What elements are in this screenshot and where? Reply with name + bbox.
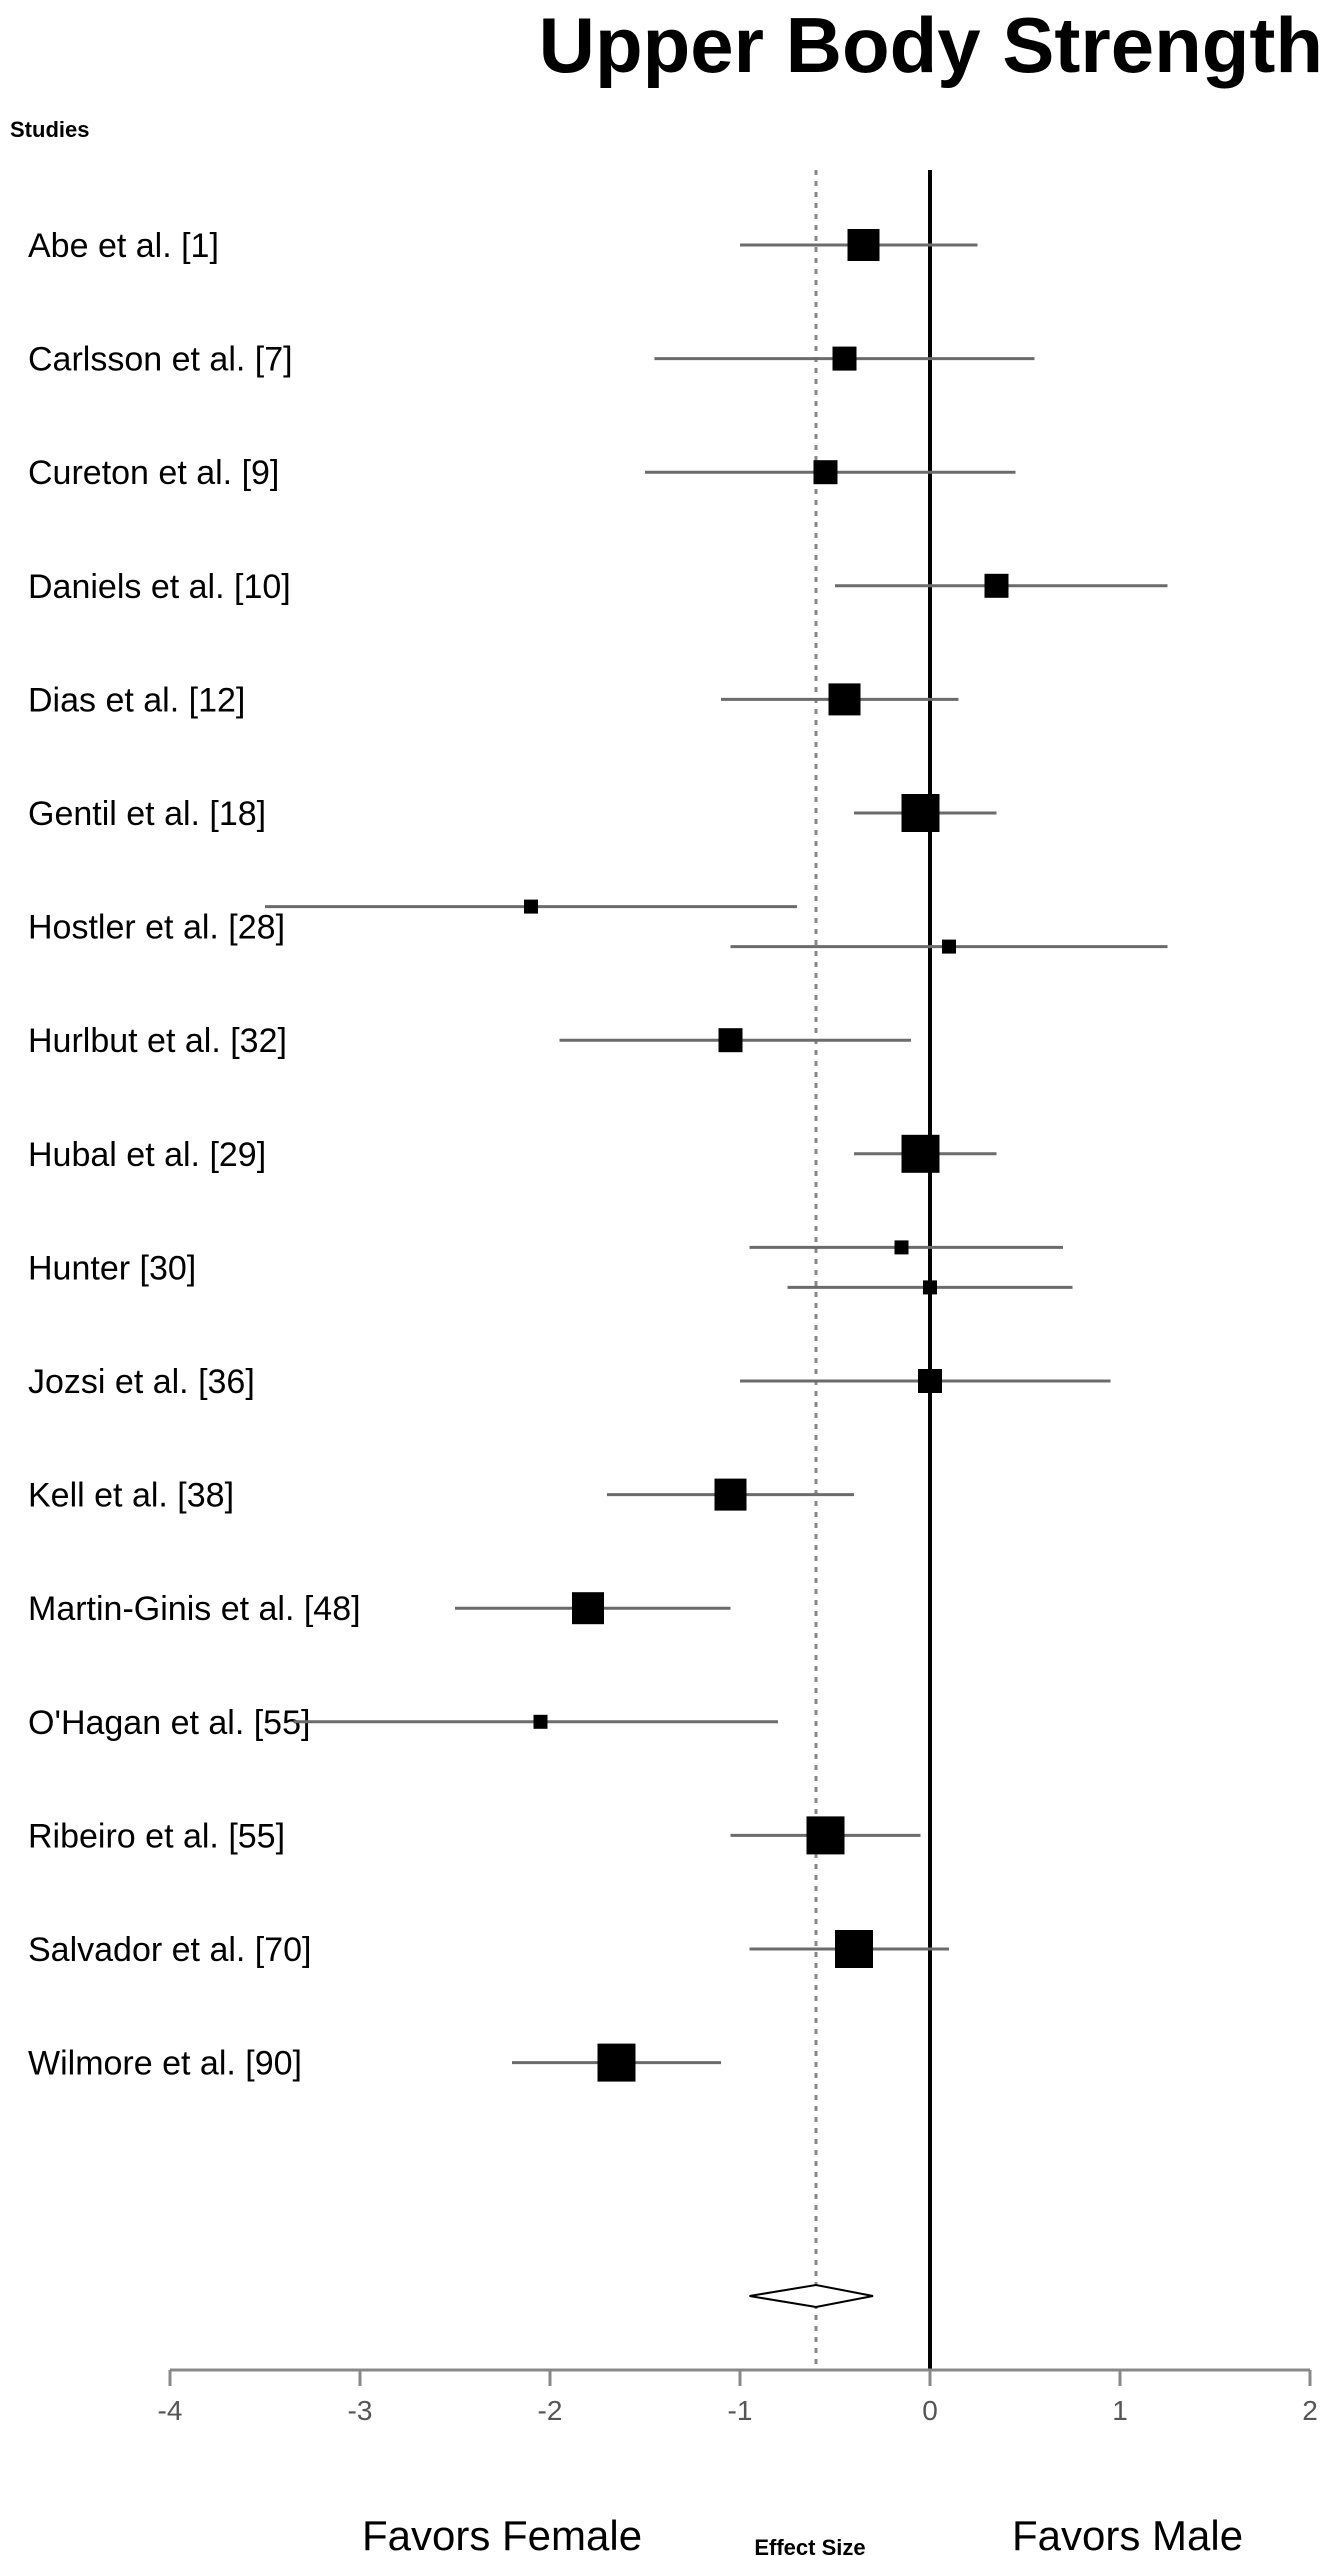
effect-size-marker (597, 2043, 636, 2082)
x-tick-label: -1 (728, 2395, 753, 2426)
study-label: Carlsson et al. [7] (28, 341, 293, 379)
effect-size-marker (901, 1134, 940, 1173)
favors-female-label: Favors Female (362, 2512, 642, 2556)
effect-size-marker (813, 460, 838, 485)
effect-size-marker (894, 1240, 909, 1255)
study-label: Daniels et al. [10] (28, 568, 291, 606)
effect-size-marker (847, 229, 880, 261)
study-label: Gentil et al. [18] (28, 795, 266, 833)
favors-male-label: Favors Male (1012, 2512, 1243, 2556)
study-label: O'Hagan et al. [55] (28, 1704, 310, 1742)
x-axis-label: Effect Size (754, 2535, 865, 2556)
effect-size-marker (828, 683, 861, 716)
study-label: Wilmore et al. [90] (28, 2045, 302, 2083)
effect-size-marker (918, 1369, 942, 1393)
effect-size-marker (806, 1816, 845, 1855)
studies-column-header: Studies (10, 117, 89, 142)
chart-title: Upper Body Strength (539, 1, 1323, 89)
study-label: Hubal et al. [29] (28, 1136, 266, 1174)
x-tick-label: -2 (538, 2395, 563, 2426)
study-label: Dias et al. [12] (28, 681, 245, 719)
effect-size-marker (901, 794, 940, 832)
study-label: Martin-Ginis et al. [48] (28, 1590, 361, 1628)
study-label: Jozsi et al. [36] (28, 1363, 255, 1401)
effect-size-marker (835, 1930, 873, 1968)
effect-size-marker (524, 899, 538, 914)
study-label: Cureton et al. [9] (28, 454, 279, 492)
study-label: Salvador et al. [70] (28, 1931, 312, 1969)
x-tick-label: 2 (1302, 2395, 1318, 2426)
effect-size-marker (984, 573, 1009, 598)
effect-size-marker (533, 1714, 548, 1729)
effect-size-marker (923, 1280, 937, 1295)
study-labels: Abe et al. [1] Carlsson et al. [7] Cureton… (28, 227, 361, 2083)
x-tick-label: -3 (348, 2395, 373, 2426)
effect-size-marker (832, 346, 857, 371)
study-label: Hurlbut et al. [32] (28, 1022, 287, 1060)
study-label: Abe et al. [1] (28, 227, 219, 265)
study-label: Hostler et al. [28] (28, 909, 285, 947)
effect-size-marker (942, 939, 956, 954)
plot-area (265, 170, 1168, 2370)
effect-size-marker (572, 1592, 604, 1625)
study-label: Hunter [30] (28, 1249, 196, 1287)
x-tick-label: 0 (922, 2395, 938, 2426)
pooled-effect-diamond (749, 2283, 874, 2309)
x-tick-label: -4 (158, 2395, 183, 2426)
study-label: Ribeiro et al. [55] (28, 1817, 285, 1855)
x-axis: -4 -3 -2 -1 0 1 2 (158, 2368, 1318, 2426)
study-label: Kell et al. [38] (28, 1477, 234, 1515)
effect-size-marker (714, 1478, 747, 1511)
x-tick-label: 1 (1112, 2395, 1128, 2426)
effect-size-marker (718, 1028, 743, 1053)
